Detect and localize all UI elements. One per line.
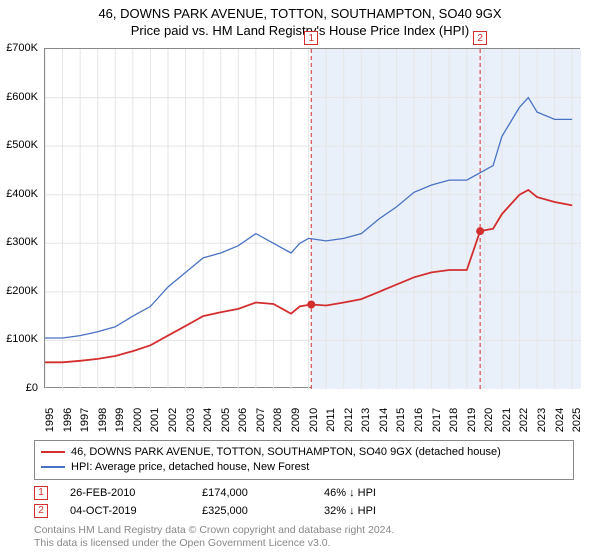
- x-tick-label: 2016: [413, 408, 425, 432]
- footer-line2: This data is licensed under the Open Gov…: [34, 537, 574, 550]
- y-axis: £0£100K£200K£300K£400K£500K£600K£700K: [0, 48, 42, 388]
- sale-marker-flag: 2: [480, 31, 494, 45]
- y-tick-label: £500K: [6, 139, 38, 151]
- x-tick-label: 1997: [79, 408, 91, 432]
- sale-row: 2 04-OCT-2019 £325,000 32% ↓ HPI: [34, 504, 574, 518]
- x-tick-label: 2014: [378, 408, 390, 432]
- sale-badge: 1: [34, 486, 48, 500]
- sale-date: 26-FEB-2010: [70, 487, 180, 499]
- legend-label: HPI: Average price, detached house, New …: [71, 460, 309, 475]
- x-tick-label: 1996: [62, 408, 74, 432]
- x-tick-label: 2010: [308, 408, 320, 432]
- x-tick-label: 2024: [554, 408, 566, 432]
- legend-swatch: [41, 451, 65, 453]
- x-tick-label: 1995: [44, 408, 56, 432]
- y-tick-label: £200K: [6, 285, 38, 297]
- footer-attribution: Contains HM Land Registry data © Crown c…: [34, 524, 574, 550]
- footer-line1: Contains HM Land Registry data © Crown c…: [34, 524, 574, 537]
- sale-price: £325,000: [202, 505, 302, 517]
- x-tick-label: 2021: [501, 408, 513, 432]
- x-tick-label: 2018: [448, 408, 460, 432]
- sale-events: 1 26-FEB-2010 £174,000 46% ↓ HPI 2 04-OCT-201…: [34, 482, 574, 518]
- chart-plot-area: 12: [44, 48, 580, 388]
- y-tick-label: £0: [26, 382, 38, 394]
- x-tick-label: 1999: [114, 408, 126, 432]
- x-tick-label: 2012: [343, 408, 355, 432]
- x-tick-label: 2015: [395, 408, 407, 432]
- title-block: 46, DOWNS PARK AVENUE, TOTTON, SOUTHAMPT…: [0, 0, 600, 38]
- x-tick-label: 2009: [290, 408, 302, 432]
- x-tick-label: 2001: [149, 408, 161, 432]
- sale-row: 1 26-FEB-2010 £174,000 46% ↓ HPI: [34, 486, 574, 500]
- x-tick-label: 2008: [272, 408, 284, 432]
- x-tick-label: 2023: [536, 408, 548, 432]
- legend-label: 46, DOWNS PARK AVENUE, TOTTON, SOUTHAMPT…: [71, 445, 501, 460]
- sale-diff-vs-hpi: 46% ↓ HPI: [324, 487, 444, 499]
- sale-marker-flag: 1: [311, 31, 325, 45]
- x-tick-label: 2013: [360, 408, 372, 432]
- sale-price: £174,000: [202, 487, 302, 499]
- x-tick-label: 1998: [97, 408, 109, 432]
- x-tick-label: 2003: [185, 408, 197, 432]
- legend-row: 46, DOWNS PARK AVENUE, TOTTON, SOUTHAMPT…: [41, 445, 567, 460]
- y-tick-label: £600K: [6, 91, 38, 103]
- legend-swatch: [41, 466, 65, 468]
- x-tick-label: 2004: [202, 408, 214, 432]
- x-tick-label: 2025: [571, 408, 583, 432]
- title-address: 46, DOWNS PARK AVENUE, TOTTON, SOUTHAMPT…: [0, 6, 600, 21]
- sale-badge: 2: [34, 504, 48, 518]
- sale-date: 04-OCT-2019: [70, 505, 180, 517]
- y-tick-label: £100K: [6, 333, 38, 345]
- chart-svg: [45, 49, 581, 389]
- y-tick-label: £300K: [6, 236, 38, 248]
- y-tick-label: £700K: [6, 42, 38, 54]
- y-tick-label: £400K: [6, 188, 38, 200]
- chart-container: 46, DOWNS PARK AVENUE, TOTTON, SOUTHAMPT…: [0, 0, 600, 560]
- x-tick-label: 2006: [237, 408, 249, 432]
- legend-row: HPI: Average price, detached house, New …: [41, 460, 567, 475]
- x-axis: 1995 1996 1997 1998 1999 2000 2001 2002 2003 2004…: [44, 390, 580, 440]
- x-tick-label: 2007: [255, 408, 267, 432]
- x-tick-label: 2005: [220, 408, 232, 432]
- legend: 46, DOWNS PARK AVENUE, TOTTON, SOUTHAMPT…: [34, 440, 574, 480]
- x-tick-label: 2022: [518, 408, 530, 432]
- x-tick-label: 2017: [431, 408, 443, 432]
- sale-diff-vs-hpi: 32% ↓ HPI: [324, 505, 444, 517]
- x-tick-label: 2002: [167, 408, 179, 432]
- x-tick-label: 2019: [466, 408, 478, 432]
- title-subtitle: Price paid vs. HM Land Registry's House …: [0, 23, 600, 38]
- x-tick-label: 2020: [483, 408, 495, 432]
- x-tick-label: 2011: [325, 408, 337, 432]
- x-tick-label: 2000: [132, 408, 144, 432]
